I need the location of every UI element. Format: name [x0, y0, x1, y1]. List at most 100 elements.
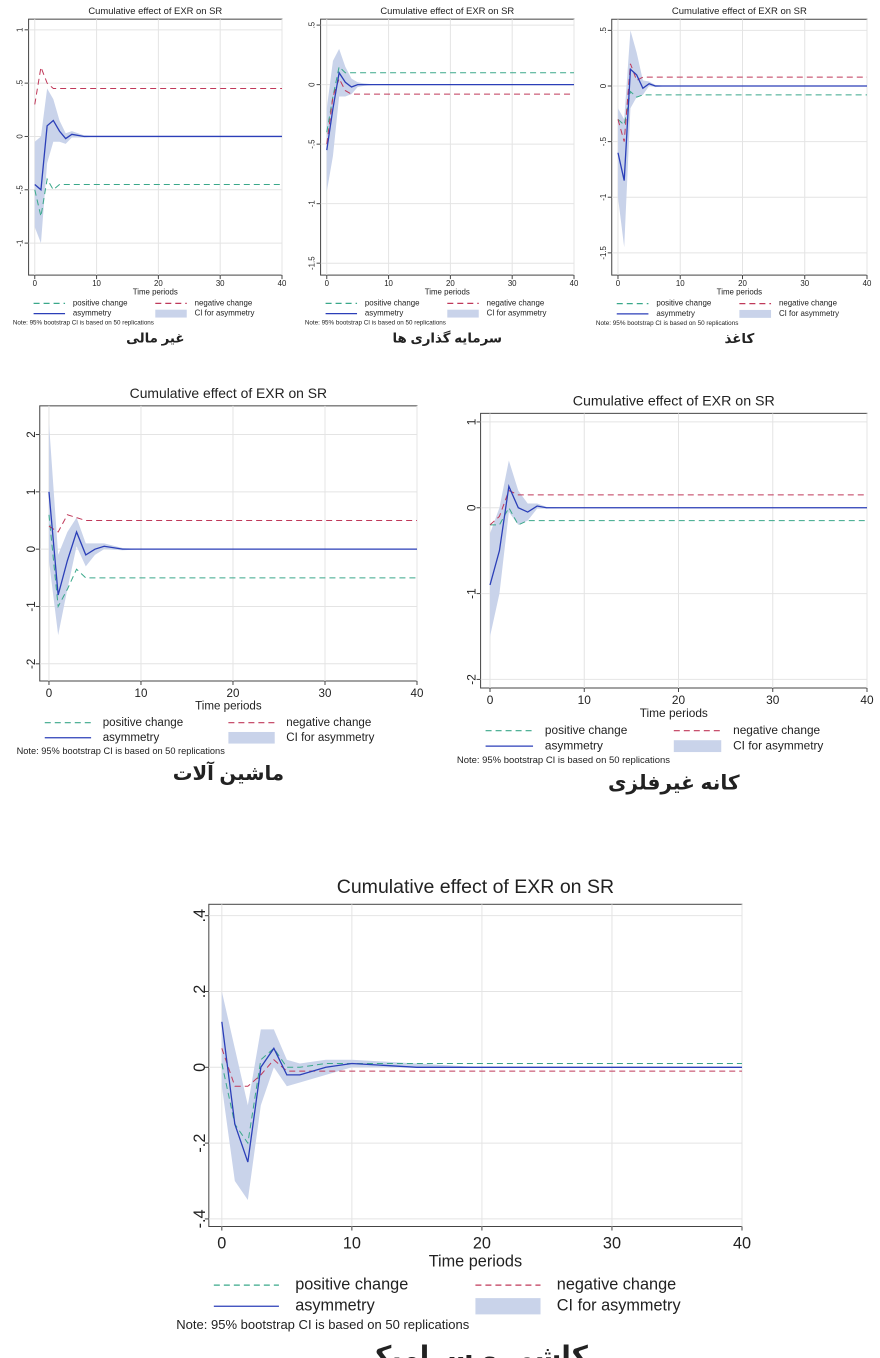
legend-label: CI for asymmetry [779, 309, 839, 318]
y-tick-label: 1 [26, 489, 38, 495]
y-tick-label: -.5 [16, 185, 25, 195]
legend-label: negative change [195, 298, 253, 307]
legend-label: positive change [103, 717, 183, 729]
series-line [221, 1048, 742, 1087]
chart-title: Cumulative effect of EXR on SR [380, 5, 514, 16]
legend-swatch [447, 309, 479, 318]
legend-label: negative change [779, 299, 838, 308]
legend-label: CI for asymmetry [195, 309, 255, 318]
y-tick-label: -1 [308, 200, 317, 207]
x-tick-label: 20 [446, 279, 455, 288]
series-line [34, 65, 282, 105]
x-tick-label: 30 [800, 279, 809, 288]
x-tick-label: 20 [672, 693, 686, 707]
chart-caption: کاشی و سرامیک [363, 1341, 589, 1358]
legend-label: asymmetry [73, 309, 111, 318]
chart-title: Cumulative effect of EXR on SR [672, 6, 807, 17]
legend-label: positive change [295, 1275, 408, 1293]
chart: Cumulative effect of EXR on SR .4 .2 0 -.2 -.… [176, 876, 751, 1358]
series-line [221, 1047, 742, 1145]
chart-note: Note: 95% bootstrap CI is based on 50 re… [305, 320, 446, 327]
y-tick-label: 0 [26, 546, 38, 552]
plot-area [320, 18, 575, 276]
x-tick-label: 40 [863, 279, 872, 288]
legend-label: CI for asymmetry [557, 1297, 682, 1315]
legend-label: negative change [557, 1275, 676, 1293]
legend-swatch [673, 740, 722, 753]
x-tick-label: 10 [578, 693, 592, 707]
y-tick-label: .2 [191, 985, 209, 999]
x-tick-label: 0 [325, 279, 330, 288]
x-tick-label: 0 [616, 279, 621, 288]
x-tick-label: 20 [473, 1235, 491, 1253]
x-tick-label: 40 [278, 279, 287, 288]
legend-label: positive change [545, 723, 628, 737]
legend-label: positive change [73, 298, 128, 307]
chart-caption: کاغذ [724, 331, 754, 346]
y-tick-label: 0 [465, 504, 479, 511]
legend-swatch [155, 309, 187, 318]
chart-title: Cumulative effect of EXR on SR [337, 876, 614, 898]
y-tick-label: -.5 [599, 136, 608, 146]
y-tick-label: .5 [308, 21, 317, 28]
y-tick-label: -1 [599, 193, 608, 201]
y-tick-label: .4 [191, 909, 209, 923]
legend-label: asymmetry [103, 732, 160, 744]
y-tick-label: 1 [465, 418, 479, 425]
plot-area [480, 412, 868, 689]
series-line [48, 491, 417, 596]
chart-note: Note: 95% bootstrap CI is based on 50 re… [17, 746, 226, 756]
chart-title: Cumulative effect of EXR on SR [88, 5, 222, 16]
legend-label: CI for asymmetry [487, 309, 547, 318]
chart-title: Cumulative effect of EXR on SR [573, 393, 775, 409]
legend-label: asymmetry [545, 738, 603, 752]
series-line [617, 90, 867, 126]
x-axis-label: Time periods [425, 287, 470, 296]
legend-label: asymmetry [656, 309, 695, 318]
x-tick-label: 30 [766, 693, 780, 707]
x-tick-label: 30 [319, 688, 332, 700]
y-tick-label: .5 [599, 26, 608, 33]
y-tick-label: -1 [26, 601, 38, 611]
x-axis-label: Time periods [717, 288, 762, 297]
chart-note: Note: 95% bootstrap CI is based on 50 re… [457, 755, 670, 766]
x-tick-label: 10 [676, 279, 685, 288]
series-line [48, 514, 417, 533]
chart: Cumulative effect of EXR on SR .5 0 -.5 -1 -1… [305, 5, 579, 346]
plot-area [611, 18, 868, 276]
legend-label: CI for asymmetry [733, 738, 823, 752]
legend-swatch [475, 1298, 541, 1315]
y-tick-label: -2 [465, 674, 479, 685]
x-axis-label: Time periods [429, 1253, 522, 1271]
y-tick-label: 0 [16, 134, 25, 139]
x-tick-label: 20 [154, 279, 163, 288]
chart-caption: ماشین آلات [173, 761, 284, 785]
chart-caption: سرمایه گذاری ها [393, 329, 503, 345]
x-tick-label: 0 [487, 693, 494, 707]
legend-label: positive change [365, 298, 420, 307]
chart-note: Note: 95% bootstrap CI is based on 50 re… [13, 320, 154, 327]
x-tick-label: 40 [411, 688, 424, 700]
chart-title: Cumulative effect of EXR on SR [130, 385, 327, 401]
x-tick-label: 20 [227, 688, 240, 700]
series-line [326, 70, 574, 151]
chart-caption: غیر مالی [126, 330, 184, 345]
y-tick-label: 1 [16, 28, 25, 32]
x-tick-label: 30 [603, 1235, 621, 1253]
y-tick-label: -2 [26, 659, 38, 669]
legend-label: negative change [286, 717, 371, 729]
chart: Cumulative effect of EXR on SR 1 .5 0 -.5 -1 0… [13, 5, 287, 346]
series-line [34, 177, 282, 217]
x-axis-label: Time periods [133, 287, 178, 296]
x-tick-label: 30 [508, 279, 517, 288]
y-tick-label: -.2 [191, 1134, 209, 1153]
series-line [48, 514, 417, 609]
legend-swatch [739, 309, 772, 318]
y-tick-label: .5 [16, 79, 25, 86]
x-tick-label: 20 [738, 279, 747, 288]
y-tick-label: -1.5 [308, 256, 317, 270]
x-tick-label: 0 [217, 1235, 226, 1253]
x-tick-label: 10 [135, 688, 148, 700]
